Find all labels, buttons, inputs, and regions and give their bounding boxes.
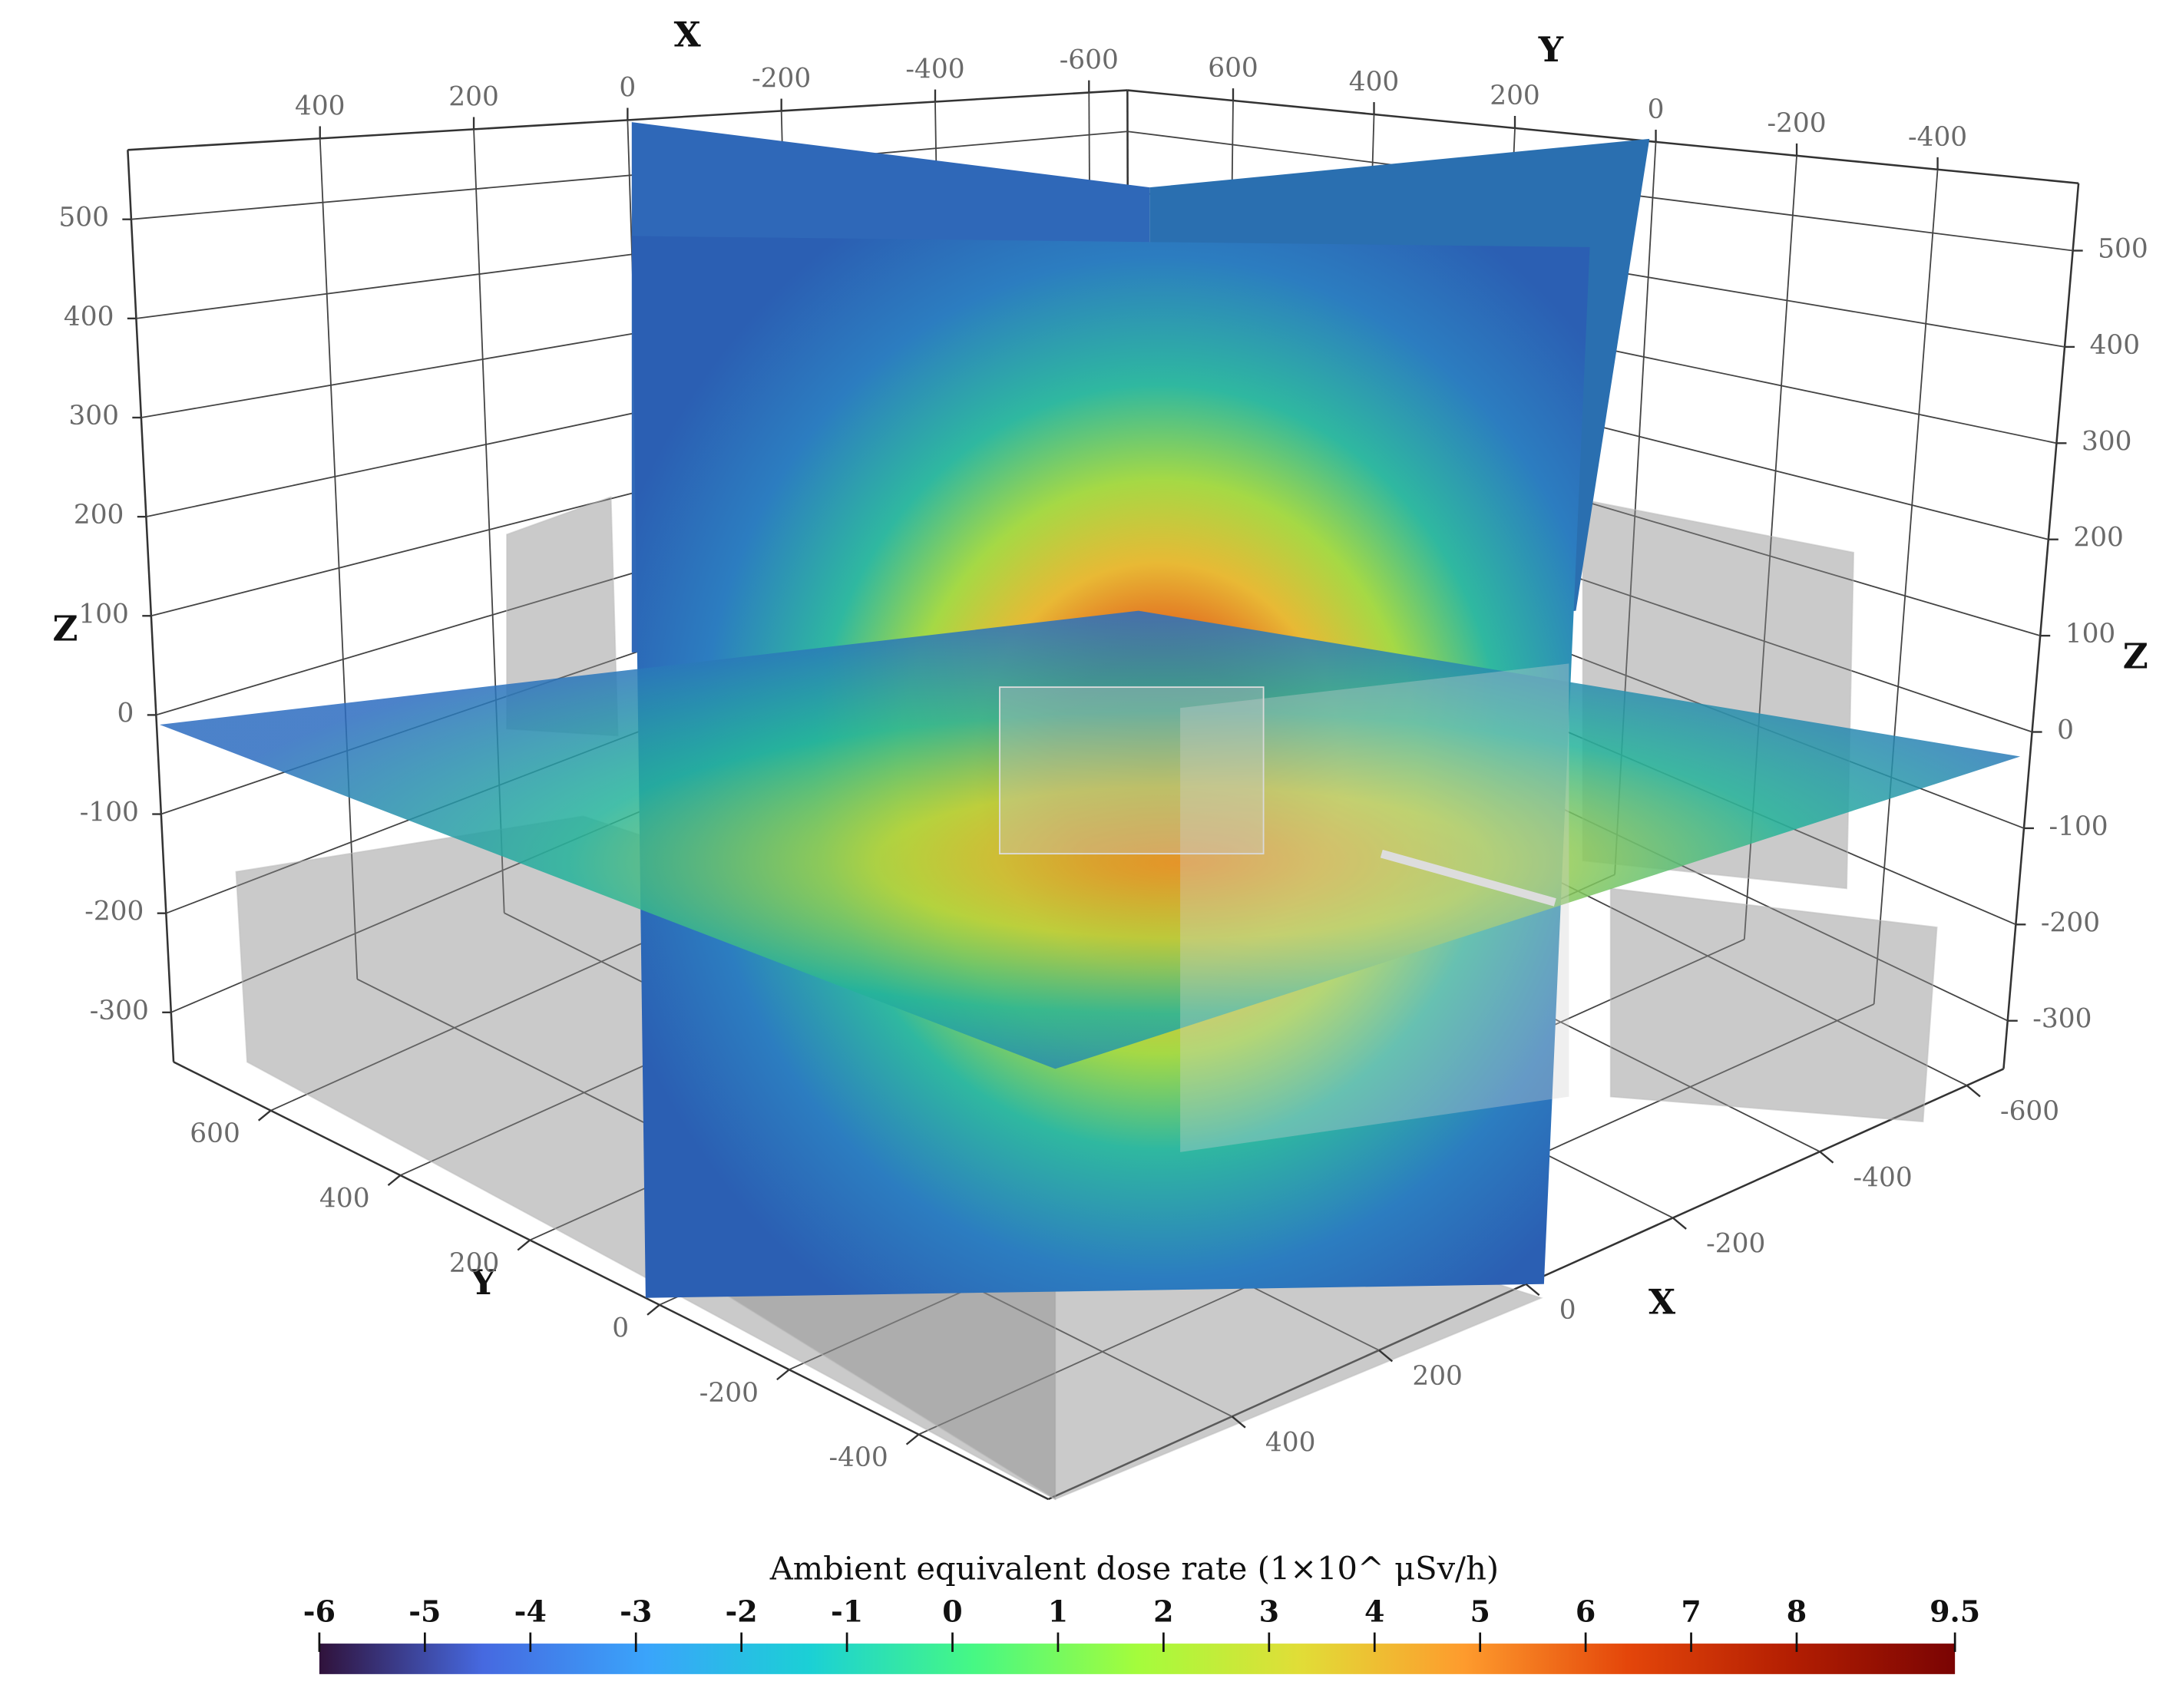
tick-label: -300	[90, 996, 149, 1026]
tick-label: -200	[752, 64, 811, 94]
tick-label: 400	[1265, 1427, 1316, 1458]
colorbar-tick-label: 8	[1787, 1594, 1807, 1629]
tick-mark	[1672, 1217, 1687, 1230]
slice-horizontal	[159, 610, 2021, 1069]
colorbar-tick-label: 1	[1048, 1594, 1068, 1629]
tick-mark	[905, 1433, 920, 1445]
beam-pipe	[1380, 849, 1556, 907]
box-edge	[173, 1061, 1049, 1501]
tick-label: -400	[905, 55, 964, 85]
tick-label: 300	[68, 401, 119, 431]
tick-label: 200	[449, 1248, 500, 1279]
tick-label: -600	[2000, 1096, 2059, 1127]
tick-mark	[1525, 1283, 1540, 1297]
axis-title: Z	[2123, 636, 2148, 676]
colorbar-tick-label: -5	[408, 1594, 441, 1629]
axis-title: X	[1648, 1281, 1676, 1322]
tick-label: -200	[1706, 1229, 1765, 1260]
axis-title: Y	[470, 1262, 496, 1303]
tick-mark	[257, 1109, 272, 1122]
tick-label: 500	[58, 203, 109, 233]
tick-mark	[1231, 1416, 1246, 1429]
colorbar-title: Ambient equivalent dose rate (1×10^ μSv/…	[769, 1550, 1499, 1587]
tick-label: 0	[1648, 94, 1665, 125]
tick-label: 200	[2073, 523, 2124, 553]
tick-label: 400	[295, 91, 346, 122]
colorbar-tick-label: 5	[1470, 1594, 1490, 1629]
axis-title: Z	[52, 608, 78, 649]
colorbar-tick-label: -6	[303, 1594, 336, 1629]
tick-label: 0	[1559, 1295, 1576, 1326]
colorbar-tick-label: 3	[1259, 1594, 1279, 1629]
tick-label: -200	[699, 1378, 759, 1409]
grid-line	[319, 138, 359, 980]
tick-mark	[646, 1303, 660, 1316]
colorbar-tick-label: 9.5	[1930, 1594, 1980, 1629]
box-edge	[2002, 183, 2080, 1069]
axis-title: Y	[1538, 29, 1564, 70]
colorbar	[319, 1644, 1956, 1674]
tick-label: 600	[190, 1118, 240, 1149]
tick-label: 100	[2065, 619, 2116, 649]
grid-line	[131, 130, 1128, 220]
box-edge	[1127, 89, 2079, 184]
tick-label: 400	[64, 302, 114, 332]
colorbar-tick-label: -4	[514, 1594, 547, 1629]
colorbar-tick-label: -3	[620, 1594, 652, 1629]
tick-label: 200	[1412, 1361, 1463, 1392]
shield-block	[1180, 663, 1569, 1152]
tick-label: -400	[1908, 122, 1967, 153]
labels: X Y Z Z Y X Ambient equivalent dose rate…	[52, 14, 2148, 1674]
colorbar-tick-label: -1	[831, 1594, 863, 1629]
source-box	[999, 686, 1265, 855]
tick-label: 400	[2090, 330, 2141, 361]
slices	[159, 122, 2021, 1298]
tick-label: -200	[2041, 907, 2100, 938]
tick-label: -200	[84, 897, 144, 927]
colorbar-tick-label: 2	[1153, 1594, 1173, 1629]
colorbar-tick-label: 7	[1681, 1594, 1701, 1629]
tick-mark	[1819, 1151, 1834, 1164]
colorbar-tick-label: 6	[1576, 1594, 1596, 1629]
tick-label: -200	[1767, 108, 1826, 139]
tick-label: 0	[117, 698, 134, 728]
tick-label: -400	[829, 1442, 888, 1473]
axis-title: X	[674, 14, 702, 55]
tick-mark	[387, 1174, 402, 1186]
tick-label: 300	[2082, 426, 2132, 457]
tick-label: 100	[78, 599, 129, 629]
tick-label: 600	[1208, 53, 1258, 84]
tick-label: 400	[319, 1184, 370, 1214]
colorbar-tick-label: -2	[726, 1594, 758, 1629]
tick-label: 0	[612, 1313, 629, 1343]
tick-label: 0	[2057, 715, 2074, 746]
tick-mark	[1378, 1350, 1394, 1363]
grid-line	[1873, 169, 1939, 1005]
tick-label: 500	[2098, 233, 2148, 264]
tick-mark	[517, 1239, 531, 1251]
tick-label: -600	[1060, 45, 1119, 76]
tick-label: -100	[80, 798, 139, 828]
tick-mark	[776, 1369, 790, 1381]
tick-label: 200	[448, 82, 499, 113]
colorbar-tick-label: 4	[1364, 1594, 1384, 1629]
tick-label: -100	[2049, 811, 2108, 842]
tick-label: 200	[1490, 81, 1540, 111]
tick-mark	[1966, 1085, 1981, 1098]
box-edge	[127, 150, 175, 1062]
tick-label: 0	[619, 73, 636, 104]
tick-label: -400	[1854, 1162, 1913, 1193]
colorbar-tick-label: 0	[942, 1594, 962, 1629]
tick-label: -300	[2032, 1004, 2092, 1035]
tick-label: 200	[74, 500, 124, 530]
shield-block	[1609, 887, 1938, 1123]
tick-label: 400	[1349, 67, 1400, 97]
